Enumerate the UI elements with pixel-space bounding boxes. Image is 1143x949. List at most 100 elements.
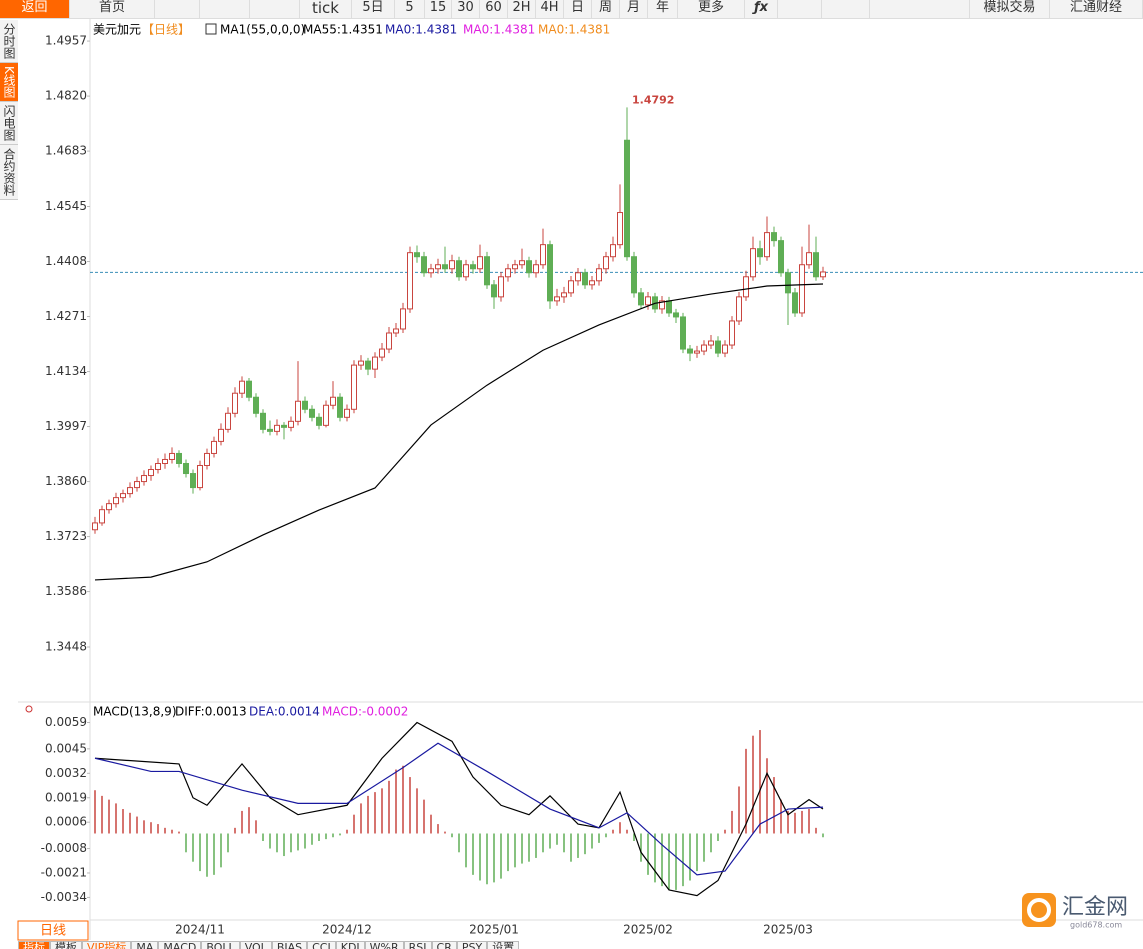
candle-body xyxy=(197,465,203,489)
candle-body xyxy=(295,400,301,422)
candle-body xyxy=(379,348,385,358)
side-tab[interactable]: 分时图 xyxy=(0,20,18,63)
y-tick-label: -0.0008 xyxy=(41,841,87,855)
legend-item: MA0:1.4381 xyxy=(463,23,535,37)
period-button[interactable]: 15 xyxy=(425,0,452,18)
legend-item: MA0:1.4381 xyxy=(538,23,610,37)
period-button[interactable]: 60 xyxy=(480,0,508,18)
candle-body xyxy=(106,503,112,511)
candle-body xyxy=(456,260,462,278)
candle-body xyxy=(288,420,294,428)
period-button[interactable]: 周 xyxy=(592,0,620,18)
candle-body xyxy=(253,396,259,414)
candle-body xyxy=(540,244,546,266)
candle-body xyxy=(309,408,315,418)
fx678-button[interactable]: 汇通财经 xyxy=(1050,0,1143,18)
logo-icon xyxy=(1022,893,1056,927)
bottom-tab[interactable]: 设置 xyxy=(487,941,520,949)
bottom-tab[interactable]: PSY xyxy=(456,941,488,949)
period-button[interactable]: 2H xyxy=(508,0,536,18)
period-button[interactable]: 5日 xyxy=(352,0,395,18)
period-button[interactable]: 4H xyxy=(536,0,564,18)
bottom-tab[interactable]: VOL xyxy=(239,941,272,949)
period-box-label[interactable]: 日线 xyxy=(40,924,66,939)
candle-body xyxy=(225,412,231,430)
demo-trade-button[interactable]: 模拟交易 xyxy=(970,0,1050,18)
side-tab[interactable]: 闪电图 xyxy=(0,101,18,145)
bottom-tab[interactable]: CR xyxy=(431,941,457,949)
candle-body xyxy=(722,344,728,354)
chart-title: 美元加元 xyxy=(93,23,141,37)
bottom-tab[interactable]: BIAS xyxy=(271,941,308,949)
bottom-tab[interactable]: W%R xyxy=(364,941,404,949)
candle-body xyxy=(631,256,637,294)
legend-item: MA1(55,0,0,0) xyxy=(220,23,305,37)
candle-body xyxy=(316,416,322,426)
candle-body xyxy=(120,493,126,499)
candle-body xyxy=(708,340,714,346)
period-button[interactable]: 年 xyxy=(648,0,678,18)
period-button[interactable]: 30 xyxy=(452,0,480,18)
zoom-out-button[interactable] xyxy=(778,0,822,18)
bottom-tab[interactable]: MACD xyxy=(158,941,202,949)
candle-body xyxy=(232,392,238,414)
y-tick-label: 1.4957 xyxy=(45,34,87,48)
candle-body xyxy=(323,404,329,426)
bottom-tab[interactable]: RSI xyxy=(403,941,432,949)
candle-body xyxy=(183,462,189,475)
side-tab[interactable]: 合约资料 xyxy=(0,144,18,200)
candle-body xyxy=(155,462,161,471)
side-tab[interactable]: K线图 xyxy=(0,63,18,102)
bottom-tab[interactable]: VIP指标 xyxy=(82,941,132,949)
y-tick-label: 1.4545 xyxy=(45,199,87,213)
draw-tools[interactable] xyxy=(870,0,970,18)
fx-button[interactable]: ƒx xyxy=(745,0,778,18)
candle-body xyxy=(484,256,490,286)
x-tick-label: 2025/03 xyxy=(763,923,813,937)
candle-body xyxy=(449,260,455,270)
candle-body xyxy=(792,292,798,314)
candle-body xyxy=(428,268,434,274)
candle-body xyxy=(400,308,406,330)
zoom-in-button[interactable] xyxy=(822,0,870,18)
toolbar: 返回 首页 tick 5日 5 15 30 60 2H 4H 日 周 月 年 更… xyxy=(0,0,1143,19)
home-button[interactable]: 首页 xyxy=(70,0,155,18)
bottom-tab[interactable]: MA xyxy=(131,941,159,949)
y-tick-label: 1.4134 xyxy=(45,364,87,378)
candle-body xyxy=(344,408,350,418)
bottom-tab[interactable]: KDJ xyxy=(335,941,365,949)
refresh-button[interactable] xyxy=(155,0,200,18)
candle-body xyxy=(736,296,742,322)
candle-body xyxy=(162,458,168,464)
legend-item: MACD:-0.0002 xyxy=(322,705,408,719)
candle-button[interactable] xyxy=(250,0,300,18)
candle-body xyxy=(246,380,252,398)
ma-icon xyxy=(205,23,217,35)
bottom-tab[interactable]: BOLL xyxy=(201,941,240,949)
back-button[interactable]: 返回 xyxy=(0,0,70,18)
candle-body xyxy=(274,424,280,432)
period-button[interactable]: 日 xyxy=(564,0,592,18)
period-button[interactable]: 月 xyxy=(620,0,648,18)
candle-body xyxy=(463,264,469,278)
candle-body xyxy=(498,276,504,298)
bottom-tab[interactable]: 指标 xyxy=(18,941,50,949)
period-button[interactable]: 5 xyxy=(395,0,425,18)
candle-body xyxy=(358,360,364,366)
bottom-tab[interactable]: CCI xyxy=(307,941,336,949)
candle-body xyxy=(715,340,721,354)
period-box[interactable] xyxy=(17,920,89,941)
bottom-tab[interactable]: 模板 xyxy=(50,941,82,949)
bar-button[interactable] xyxy=(200,0,250,18)
tick-button[interactable]: tick xyxy=(300,0,352,18)
y-tick-label: 0.0059 xyxy=(45,715,87,729)
candle-body xyxy=(785,272,791,294)
x-tick-label: 2025/02 xyxy=(623,923,673,937)
candle-body xyxy=(134,481,140,489)
candle-body xyxy=(743,276,749,298)
more-button[interactable]: 更多 xyxy=(678,0,745,18)
candle-body xyxy=(302,400,308,410)
candle-body xyxy=(764,232,770,258)
candle-body xyxy=(561,292,567,298)
legend-item: DEA:0.0014 xyxy=(249,705,320,719)
